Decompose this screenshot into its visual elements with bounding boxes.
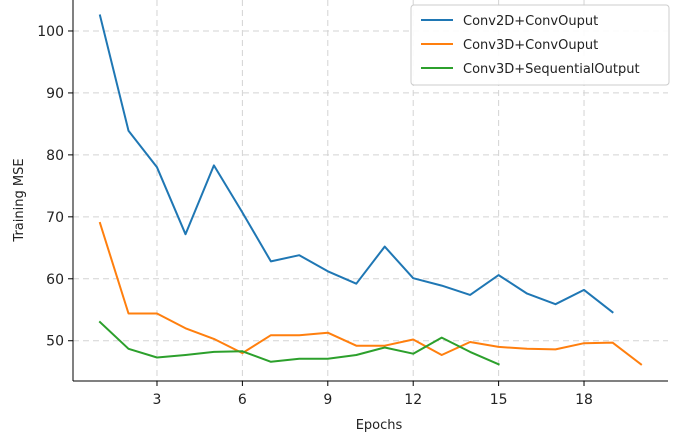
x-tick-label: 9	[323, 392, 332, 408]
x-tick-label: 12	[404, 392, 422, 408]
series-line-1	[98, 14, 614, 314]
y-axis-label: Training MSE	[12, 158, 27, 242]
legend-label-3: Conv3D+SequentialOutput	[463, 62, 640, 77]
y-tick-label: 50	[46, 334, 64, 350]
legend-label-1: Conv2D+ConvOuput	[463, 14, 598, 29]
y-tick-label: 60	[46, 272, 64, 288]
series-line-3	[98, 320, 500, 366]
x-axis-label: Epochs	[356, 418, 403, 433]
y-tick-label: 70	[46, 210, 64, 226]
legend: Conv2D+ConvOuput Conv3D+ConvOuput Conv3D+S…	[410, 4, 670, 86]
series-line-2	[98, 221, 643, 366]
series-layer	[98, 14, 643, 366]
x-tick-label: 6	[238, 392, 247, 408]
x-tick-label: 15	[490, 392, 508, 408]
axes	[72, 0, 668, 382]
y-tick-label: 90	[46, 86, 64, 102]
x-tick-label: 3	[153, 392, 162, 408]
ticks: 3 6 9 12 15 18 50 60 70 80 90 100	[37, 24, 593, 408]
y-tick-label: 80	[46, 148, 64, 164]
legend-box	[410, 4, 670, 86]
x-tick-label: 18	[575, 392, 593, 408]
y-tick-label: 100	[37, 24, 64, 40]
legend-label-2: Conv3D+ConvOuput	[463, 38, 598, 53]
